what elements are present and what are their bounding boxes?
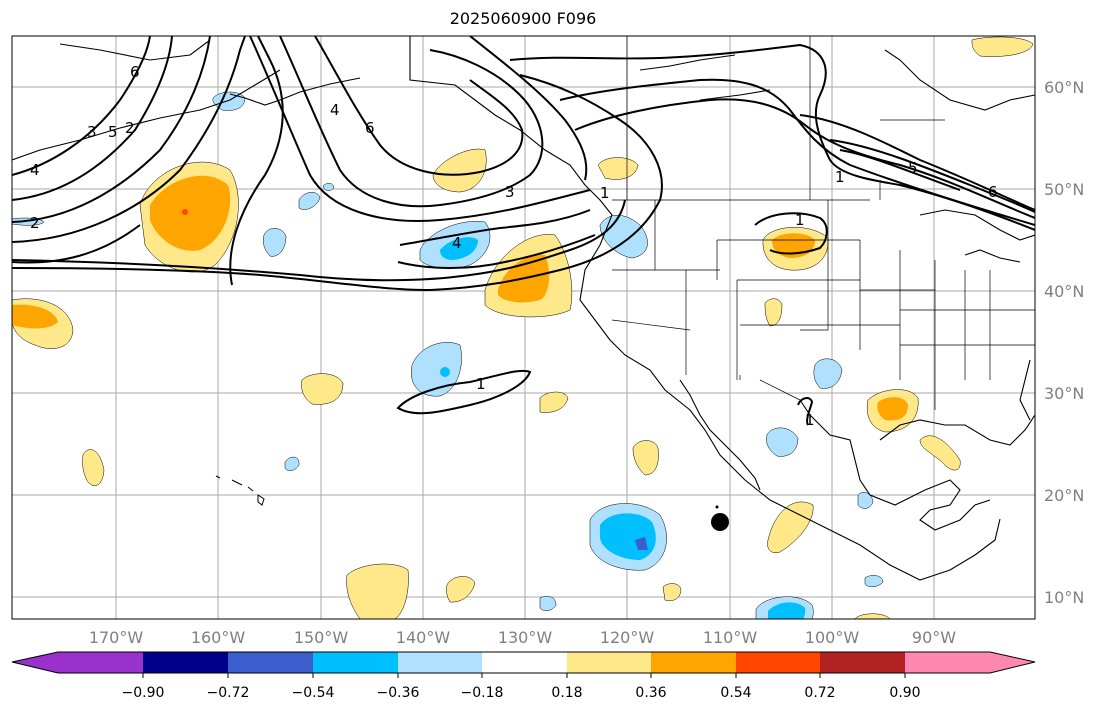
contour-label: 5 [908, 159, 918, 177]
lon-label: 120°W [600, 628, 655, 647]
lon-label: 150°W [294, 628, 349, 647]
lat-label: 60°N [1044, 78, 1084, 97]
lat-label: 20°N [1044, 486, 1084, 505]
colorbar-extend-max [990, 652, 1035, 673]
contour-label: 2 [125, 119, 135, 137]
colorbar-extend-min [12, 652, 58, 673]
colorbar-tick-label: 0.36 [635, 685, 666, 701]
map-title: 2025060900 F096 [449, 9, 597, 28]
colorbar: −0.90 −0.72 −0.54 −0.36 −0.18 0.18 0.36 … [11, 651, 1036, 701]
contour-label: 5 [108, 123, 118, 141]
negative-anomaly-shading [12, 91, 884, 619]
graticule [12, 36, 1035, 619]
map-frame [11, 35, 1036, 620]
lat-label: 50°N [1044, 180, 1084, 199]
colorbar-tick-label: −0.54 [292, 685, 335, 701]
colorbar-tick-label: 0.72 [804, 685, 835, 701]
colorbar-tick-label: 0.54 [720, 685, 751, 701]
storm-marker [711, 513, 729, 531]
colorbar-tick-label: −0.18 [461, 685, 504, 701]
lon-label: 160°W [191, 628, 246, 647]
contour-label: 3 [505, 183, 515, 201]
contour-lines [12, 36, 1035, 426]
state-borders [611, 36, 1035, 410]
contour-label: 4 [452, 234, 462, 252]
colorbar-tick-label: −0.72 [207, 685, 250, 701]
lon-label: 110°W [703, 628, 758, 647]
contour-label: 3 [87, 123, 97, 141]
colorbar-tick-label: 0.18 [551, 685, 582, 701]
contour-label: 6 [365, 119, 375, 137]
contour-label: 4 [30, 161, 40, 179]
lat-label: 40°N [1044, 282, 1084, 301]
contour-label: 1 [835, 168, 845, 186]
latitude-labels: 60°N 50°N 40°N 30°N 20°N 10°N [1044, 78, 1084, 607]
contour-label: 1 [476, 375, 486, 393]
lon-label: 140°W [396, 628, 451, 647]
contour-label: 1 [805, 411, 815, 429]
contour-label: 2 [30, 214, 40, 232]
contour-label: 6 [988, 183, 998, 201]
map-area [12, 36, 1035, 619]
colorbar-tick-label: −0.90 [122, 685, 165, 701]
lon-label: 170°W [89, 628, 144, 647]
lon-label: 130°W [498, 628, 553, 647]
colorbar-tick-label: 0.90 [889, 685, 920, 701]
positive-anomaly-shading [12, 36, 1034, 619]
colorbar-tick-label: −0.36 [377, 685, 420, 701]
contour-label: 1 [795, 211, 805, 229]
lon-label: 90°W [912, 628, 956, 647]
coastlines [12, 36, 1035, 581]
contour-label: 4 [330, 101, 340, 119]
contour-label-group: 6 5 4 3 2 4 6 3 4 1 1 5 6 1 1 2 1 [30, 63, 998, 429]
hawaii-islands [215, 475, 265, 506]
lon-label: 100°W [805, 628, 860, 647]
lat-label: 30°N [1044, 384, 1084, 403]
lat-label: 10°N [1044, 588, 1084, 607]
contour-label: 1 [600, 184, 610, 202]
contour-label: 6 [130, 63, 140, 81]
longitude-labels: 170°W 160°W 150°W 140°W 130°W 120°W 110°… [89, 628, 956, 647]
